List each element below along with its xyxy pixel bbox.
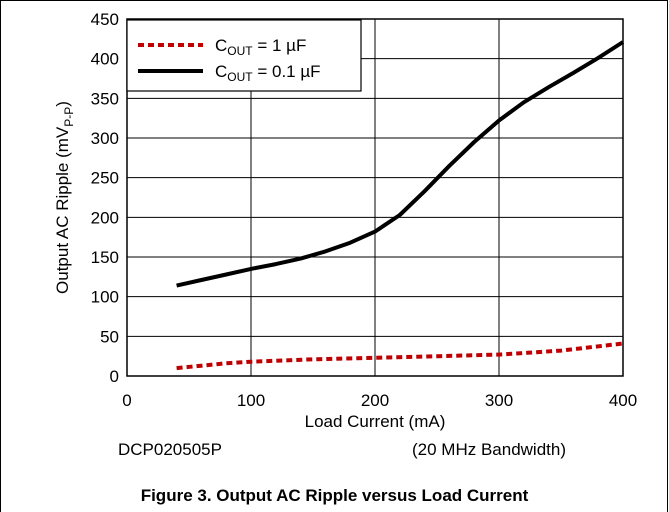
legend: COUT = 1 µF COUT = 0.1 µF xyxy=(126,19,362,92)
y-tick-label-100: 100 xyxy=(91,288,119,307)
x-tick-label-100: 100 xyxy=(237,391,265,410)
x-tick-label-300: 300 xyxy=(485,391,513,410)
y-tick-label-200: 200 xyxy=(91,208,119,227)
series-layer xyxy=(176,40,625,371)
y-tick-label-250: 250 xyxy=(91,169,119,188)
y-tick-label-400: 400 xyxy=(91,50,119,69)
series-line-2 xyxy=(176,40,625,288)
y-axis-title-end: ) xyxy=(53,101,72,107)
y-tick-label-450: 450 xyxy=(91,10,119,29)
y-axis-title: Output AC Ripple (mVP-P) xyxy=(53,101,76,294)
y-tick-label-150: 150 xyxy=(91,248,119,267)
bandwidth-note: (20 MHz Bandwidth) xyxy=(412,440,567,459)
x-tick-label-200: 200 xyxy=(361,391,389,410)
y-axis-title-main: Output AC Ripple (mV xyxy=(53,126,72,294)
y-tick-label-300: 300 xyxy=(91,129,119,148)
y-tick-label-350: 350 xyxy=(91,89,119,108)
y-tick-labels: 0 50 100 150 200 250 300 350 400 450 xyxy=(91,10,119,386)
legend-label-series-1: COUT = 1 µF xyxy=(215,36,306,58)
y-axis-title-subscript: P-P xyxy=(62,107,76,127)
legend-box xyxy=(126,19,362,92)
legend-label-series-2: COUT = 0.1 µF xyxy=(215,62,321,84)
figure-caption: Figure 3. Output AC Ripple versus Load C… xyxy=(140,486,529,505)
legend-label-series-1-sub: OUT xyxy=(227,44,253,58)
x-axis-title: Load Current (mA) xyxy=(305,412,446,431)
y-tick-label-0: 0 xyxy=(110,367,119,386)
x-tick-labels: 0 100 200 300 400 xyxy=(122,391,637,410)
legend-label-series-2-sub: OUT xyxy=(227,70,253,84)
device-note: DCP020505P xyxy=(118,440,222,459)
x-tick-label-400: 400 xyxy=(609,391,637,410)
plot-area-border xyxy=(126,18,624,377)
legend-label-series-2-rest: = 0.1 µF xyxy=(253,62,321,81)
series-line-1 xyxy=(176,341,624,371)
legend-label-series-1-c: C xyxy=(215,36,227,55)
y-tick-label-50: 50 xyxy=(100,327,119,346)
x-tick-label-0: 0 xyxy=(122,391,131,410)
legend-label-series-2-c: C xyxy=(215,62,227,81)
legend-label-series-1-rest: = 1 µF xyxy=(253,36,307,55)
